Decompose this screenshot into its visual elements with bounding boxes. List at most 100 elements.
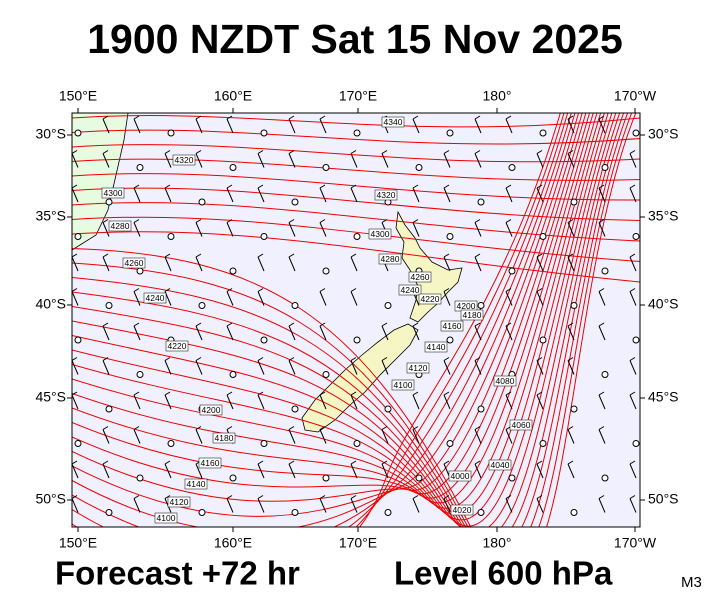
contour-labels: 4340432043004280426042404220420041804160… bbox=[101, 116, 533, 524]
contour-line bbox=[72, 113, 605, 521]
barb-flag bbox=[598, 391, 605, 396]
barb-staff bbox=[226, 187, 234, 203]
barb-flag bbox=[474, 426, 481, 430]
barb-staff bbox=[72, 256, 79, 272]
barb-flag bbox=[536, 460, 543, 465]
calm-station bbox=[384, 405, 392, 413]
barb-staff bbox=[536, 394, 544, 410]
barb-staff bbox=[102, 360, 110, 375]
barb-staff bbox=[567, 256, 575, 272]
title: 1900 NZDT Sat 15 Nov 2025 bbox=[87, 16, 623, 62]
barb-flag bbox=[412, 219, 419, 223]
contour-label: 4100 bbox=[394, 380, 413, 390]
barb-flag bbox=[195, 150, 202, 154]
barb-staff bbox=[629, 394, 637, 410]
contour-line bbox=[72, 113, 565, 527]
barb-staff bbox=[319, 118, 327, 134]
barb-flag bbox=[72, 253, 78, 258]
barb-staff bbox=[319, 394, 327, 410]
contour-label: 4140 bbox=[427, 342, 446, 352]
barb-staff bbox=[288, 153, 296, 168]
contour-line bbox=[72, 113, 629, 527]
calm-station bbox=[167, 440, 175, 447]
calm-station bbox=[353, 440, 361, 447]
contour-label: 4160 bbox=[201, 458, 220, 468]
barb-flag bbox=[257, 495, 264, 499]
barb-staff bbox=[412, 498, 420, 513]
contour-label: 4340 bbox=[384, 117, 403, 127]
contour-line bbox=[72, 113, 587, 495]
contour-line bbox=[359, 113, 561, 527]
barb-flag bbox=[288, 150, 295, 154]
barb-flag bbox=[629, 253, 636, 258]
barb-flag bbox=[72, 288, 78, 292]
barb-staff bbox=[474, 256, 482, 272]
barb-flag bbox=[443, 357, 450, 361]
calm-station bbox=[632, 233, 640, 240]
barb-staff bbox=[133, 394, 141, 410]
barb-flag bbox=[567, 219, 574, 223]
calm-station bbox=[446, 440, 454, 447]
calm-station bbox=[322, 164, 330, 171]
barb-flag bbox=[72, 357, 78, 361]
barb-flag bbox=[102, 150, 109, 154]
contour-line bbox=[72, 115, 640, 128]
calm-station bbox=[229, 267, 237, 275]
barb-staff bbox=[102, 325, 110, 341]
contour-label-box bbox=[418, 293, 442, 305]
contour-line bbox=[72, 113, 633, 527]
barb-flag bbox=[629, 357, 636, 361]
barb-staff bbox=[257, 153, 265, 168]
barb-staff bbox=[226, 291, 234, 306]
barb-flag bbox=[319, 184, 326, 189]
contour-line bbox=[72, 158, 640, 181]
contour-label: 4260 bbox=[125, 258, 144, 268]
barb-flag bbox=[567, 322, 574, 327]
barb-staff bbox=[536, 291, 544, 306]
barb-staff bbox=[350, 291, 358, 306]
lat-label: 50°S bbox=[648, 491, 679, 507]
barb-staff bbox=[319, 498, 327, 513]
barb-staff bbox=[257, 360, 265, 375]
calm-station bbox=[539, 440, 547, 447]
contour-label-box bbox=[406, 362, 430, 374]
calm-station bbox=[508, 164, 516, 171]
contour-label: 4020 bbox=[453, 505, 472, 515]
barb-flag bbox=[319, 219, 326, 223]
barb-staff bbox=[288, 118, 296, 134]
barb-staff bbox=[195, 463, 203, 479]
barb-staff bbox=[381, 429, 389, 444]
barb-staff bbox=[598, 394, 606, 410]
lat-label: 30°S bbox=[35, 126, 66, 142]
barb-flag bbox=[133, 322, 140, 327]
calm-station bbox=[229, 164, 237, 171]
calm-station bbox=[353, 336, 361, 344]
calm-station bbox=[136, 164, 144, 171]
barb-staff bbox=[443, 291, 451, 306]
contour-line bbox=[72, 187, 640, 221]
calm-station bbox=[322, 267, 330, 275]
barb-staff bbox=[195, 360, 203, 375]
barb-flag bbox=[350, 253, 357, 258]
barb-flag bbox=[567, 253, 574, 258]
barb-flag bbox=[536, 357, 543, 361]
calm-station bbox=[570, 302, 578, 309]
contour-label-box bbox=[101, 187, 125, 199]
contour-label-box bbox=[212, 432, 236, 444]
barb-flag bbox=[288, 357, 295, 361]
lat-label: 30°S bbox=[648, 126, 679, 142]
barb-flag bbox=[288, 322, 295, 327]
contour-label: 4300 bbox=[371, 229, 390, 239]
calm-station bbox=[229, 371, 237, 378]
barb-staff bbox=[102, 463, 110, 479]
barb-flag bbox=[195, 115, 202, 120]
barb-flag bbox=[567, 150, 574, 154]
barb-flag bbox=[381, 219, 388, 223]
barb-staff bbox=[195, 118, 203, 134]
barb-staff bbox=[412, 118, 420, 134]
contour-label-box bbox=[165, 340, 189, 352]
barb-staff bbox=[195, 325, 203, 341]
barb-flag bbox=[412, 115, 419, 120]
barb-flag bbox=[164, 150, 171, 154]
barb-staff bbox=[288, 325, 296, 341]
